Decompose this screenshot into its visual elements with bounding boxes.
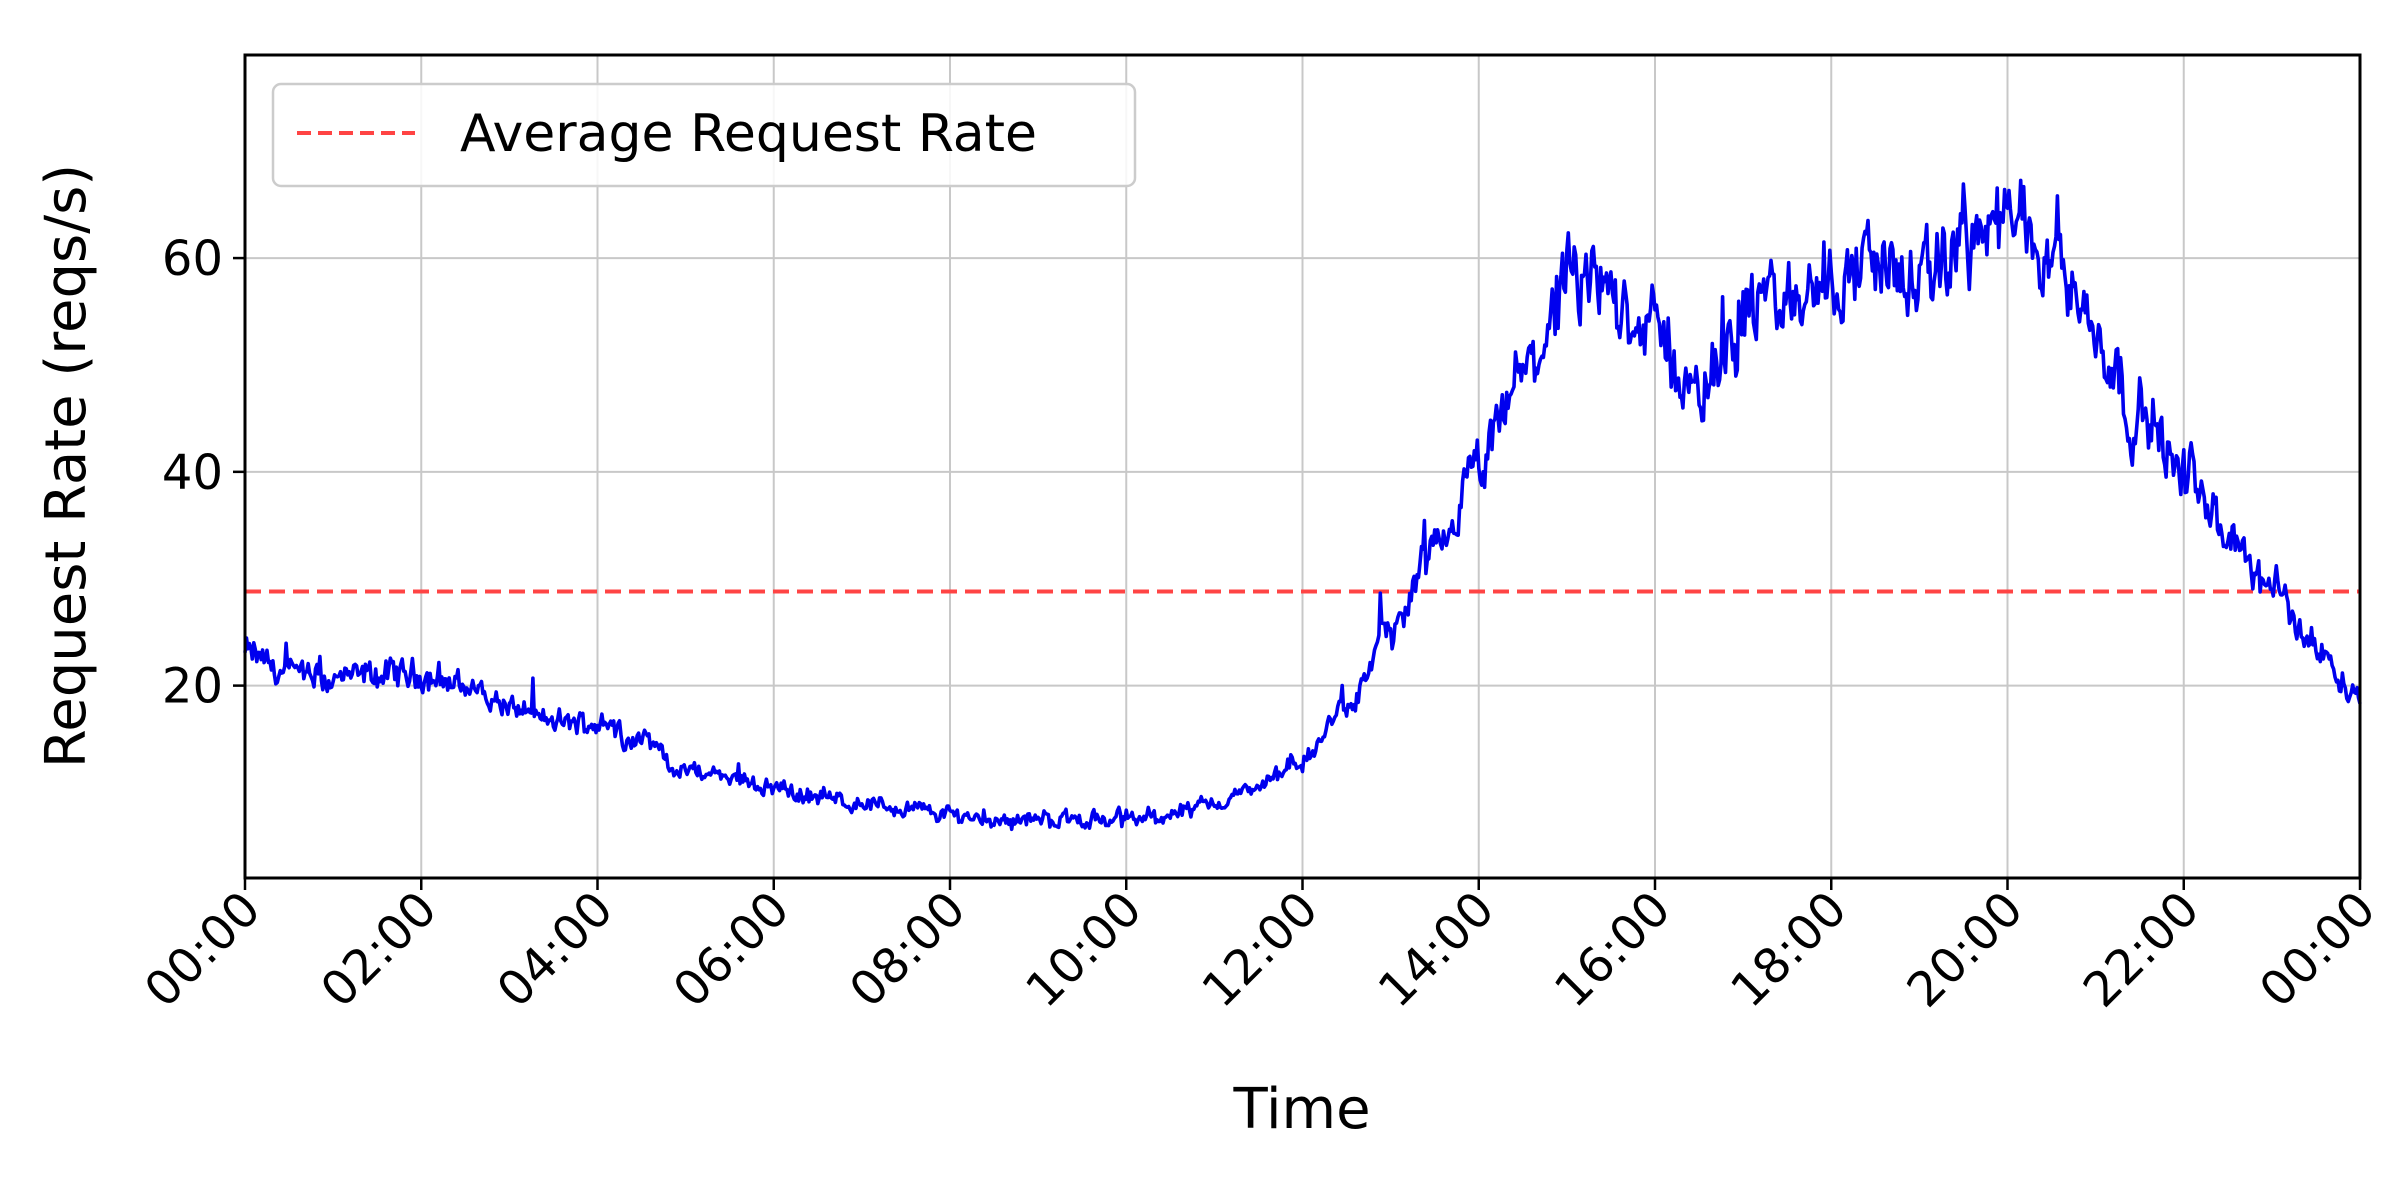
y-axis-label: Request Rate (reqs/s): [34, 164, 99, 768]
x-tick-label: 22:00: [2073, 881, 2210, 1018]
request-rate-line: [243, 178, 2362, 832]
x-tick-label: 00:00: [2249, 881, 2386, 1018]
legend: Average Request Rate: [271, 82, 1137, 188]
x-tick-label: 04:00: [487, 881, 624, 1018]
x-tick-label: 14:00: [1368, 881, 1505, 1018]
x-tick-label: 08:00: [839, 881, 976, 1018]
x-axis: 00:00 02:00 04:00 06:00 08:00 10:00 12:00 14:00…: [134, 878, 2386, 1018]
x-tick-label: 18:00: [1720, 881, 1857, 1018]
x-tick-label: 02:00: [310, 881, 447, 1018]
x-tick-label: 00:00: [134, 881, 271, 1018]
x-tick-label: 10:00: [1015, 881, 1152, 1018]
x-axis-label: Time: [1232, 1077, 1370, 1142]
x-tick-label: 12:00: [1192, 881, 1329, 1018]
series-group: [243, 178, 2362, 832]
y-tick-label: 40: [162, 445, 223, 501]
y-tick-label: 20: [162, 659, 223, 715]
x-tick-label: 06:00: [663, 881, 800, 1018]
x-tick-label: 20:00: [1897, 881, 2034, 1018]
y-axis: 20 40 60: [162, 231, 245, 715]
x-tick-label: 16:00: [1544, 881, 1681, 1018]
legend-label-average: Average Request Rate: [460, 104, 1037, 164]
legend-box: [271, 82, 1137, 188]
y-tick-label: 60: [162, 231, 223, 287]
